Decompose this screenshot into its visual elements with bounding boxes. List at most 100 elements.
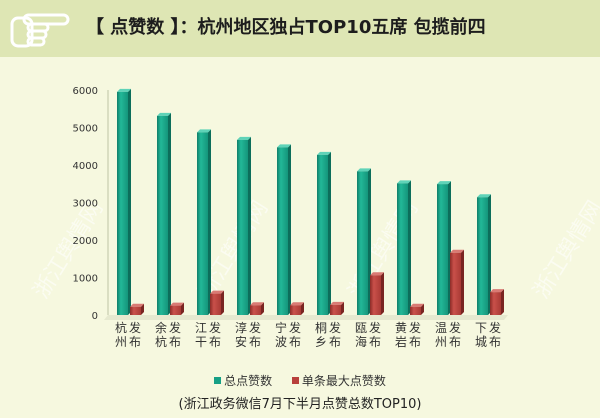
bar-total-front bbox=[237, 139, 248, 315]
bar-total-front bbox=[357, 171, 368, 315]
x-category-char: 岩 bbox=[395, 334, 407, 349]
bar-total-top bbox=[477, 194, 491, 198]
bar-max-top bbox=[410, 303, 424, 307]
x-category-char: 布 bbox=[169, 335, 181, 349]
bar-total bbox=[237, 136, 251, 315]
bar-max-top bbox=[130, 303, 144, 307]
bar-total-side bbox=[408, 180, 411, 315]
bar-total bbox=[477, 194, 491, 315]
bar-max bbox=[330, 301, 344, 315]
bar-max-top bbox=[170, 302, 184, 306]
x-category-char: 杭 bbox=[115, 320, 127, 335]
legend-swatch-total bbox=[214, 377, 222, 384]
bar-max-side bbox=[301, 302, 304, 315]
x-category-char: 发 bbox=[489, 320, 501, 335]
bar-total-side bbox=[328, 151, 331, 315]
bar-max-top bbox=[490, 289, 504, 293]
x-category-char: 宁 bbox=[275, 320, 287, 335]
bar-max-front bbox=[370, 275, 381, 315]
bar-total-front bbox=[317, 154, 328, 315]
bar-max-front bbox=[130, 306, 141, 315]
bar-total bbox=[277, 144, 291, 315]
bar-max bbox=[370, 272, 384, 315]
x-category-char: 发 bbox=[169, 320, 181, 335]
x-category-char: 布 bbox=[249, 335, 261, 349]
x-category-char: 海 bbox=[355, 334, 367, 349]
bar-max-top bbox=[330, 301, 344, 305]
bar-chart: 浙江舆情网 浙江舆情网 浙江舆情网 浙江舆情网 0100020003000400050… bbox=[29, 86, 600, 349]
legend-swatch-max bbox=[291, 377, 299, 384]
x-category-char: 布 bbox=[369, 335, 381, 349]
x-category-char: 黄 bbox=[395, 321, 407, 335]
bar-max-side bbox=[221, 290, 224, 315]
bar-max bbox=[450, 249, 464, 315]
x-category-char: 发 bbox=[249, 320, 261, 335]
x-category-char: 发 bbox=[409, 320, 421, 335]
bar-max bbox=[490, 289, 504, 315]
x-category-char: 布 bbox=[209, 335, 221, 349]
x-category-char: 发 bbox=[289, 320, 301, 335]
bar-total-side bbox=[288, 144, 291, 315]
bar-total-front bbox=[157, 115, 168, 315]
bar-max-side bbox=[341, 301, 344, 315]
x-category-char: 干 bbox=[195, 335, 207, 349]
bar-total-top bbox=[157, 112, 171, 116]
bar-max-side bbox=[181, 302, 184, 315]
watermark-text: 浙江舆情网 bbox=[529, 197, 600, 304]
x-category-char: 布 bbox=[129, 335, 141, 349]
bar-max-top bbox=[450, 249, 464, 253]
x-category-char: 安 bbox=[235, 334, 247, 349]
x-category-char: 瓯 bbox=[355, 321, 367, 335]
bar-total-top bbox=[117, 88, 131, 92]
chart-floor bbox=[104, 315, 508, 320]
bar-max-front bbox=[490, 292, 501, 315]
x-category-char: 杭 bbox=[155, 334, 167, 349]
bar-total-top bbox=[237, 136, 251, 140]
bar-max-side bbox=[421, 303, 424, 315]
bar-max bbox=[290, 302, 304, 315]
x-category-char: 城 bbox=[475, 335, 487, 349]
bar-max-front bbox=[210, 293, 221, 315]
x-category-char: 温 bbox=[435, 321, 447, 335]
bar-total bbox=[397, 180, 411, 315]
bar-total bbox=[157, 112, 171, 315]
x-category-char: 江 bbox=[195, 321, 207, 335]
bar-max-front bbox=[290, 305, 301, 315]
y-tick-label: 6000 bbox=[73, 86, 98, 97]
bar-max bbox=[130, 303, 144, 315]
chart-caption: (浙江政务微信7月下半月点赞总数TOP10) bbox=[178, 397, 422, 412]
bar-total-top bbox=[437, 181, 451, 185]
x-category-char: 发 bbox=[369, 320, 381, 335]
bar-max-side bbox=[461, 249, 464, 315]
bar-total-front bbox=[197, 132, 208, 315]
page-title: 【 点赞数 】：杭州地区独占TOP10五席 包揽前四 bbox=[86, 17, 486, 38]
y-tick-label: 0 bbox=[92, 311, 98, 322]
bar-max-front bbox=[250, 305, 261, 315]
x-category-char: 淳 bbox=[235, 320, 247, 335]
x-category-char: 波 bbox=[275, 335, 287, 349]
bar-max-front bbox=[410, 306, 421, 315]
bar-total-front bbox=[117, 91, 128, 315]
watermark-text: 浙江舆情网 bbox=[29, 197, 109, 304]
x-category-char: 布 bbox=[489, 335, 501, 349]
bar-total-top bbox=[397, 180, 411, 184]
y-tick-label: 5000 bbox=[73, 124, 98, 135]
bar-max-top bbox=[370, 272, 384, 276]
bar-total-front bbox=[277, 147, 288, 315]
x-category-char: 布 bbox=[449, 335, 461, 349]
legend-label-max: 单条最大点赞数 bbox=[301, 374, 386, 388]
legend: 总点赞数 单条最大点赞数 bbox=[0, 372, 600, 389]
bar-total-front bbox=[437, 184, 448, 315]
bar-max-front bbox=[450, 252, 461, 315]
y-tick-label: 1000 bbox=[73, 274, 98, 285]
bar-total bbox=[317, 151, 331, 315]
bar-max-side bbox=[501, 289, 504, 315]
bar-total bbox=[117, 88, 131, 315]
bar-max bbox=[170, 302, 184, 315]
bar-max bbox=[410, 303, 424, 315]
